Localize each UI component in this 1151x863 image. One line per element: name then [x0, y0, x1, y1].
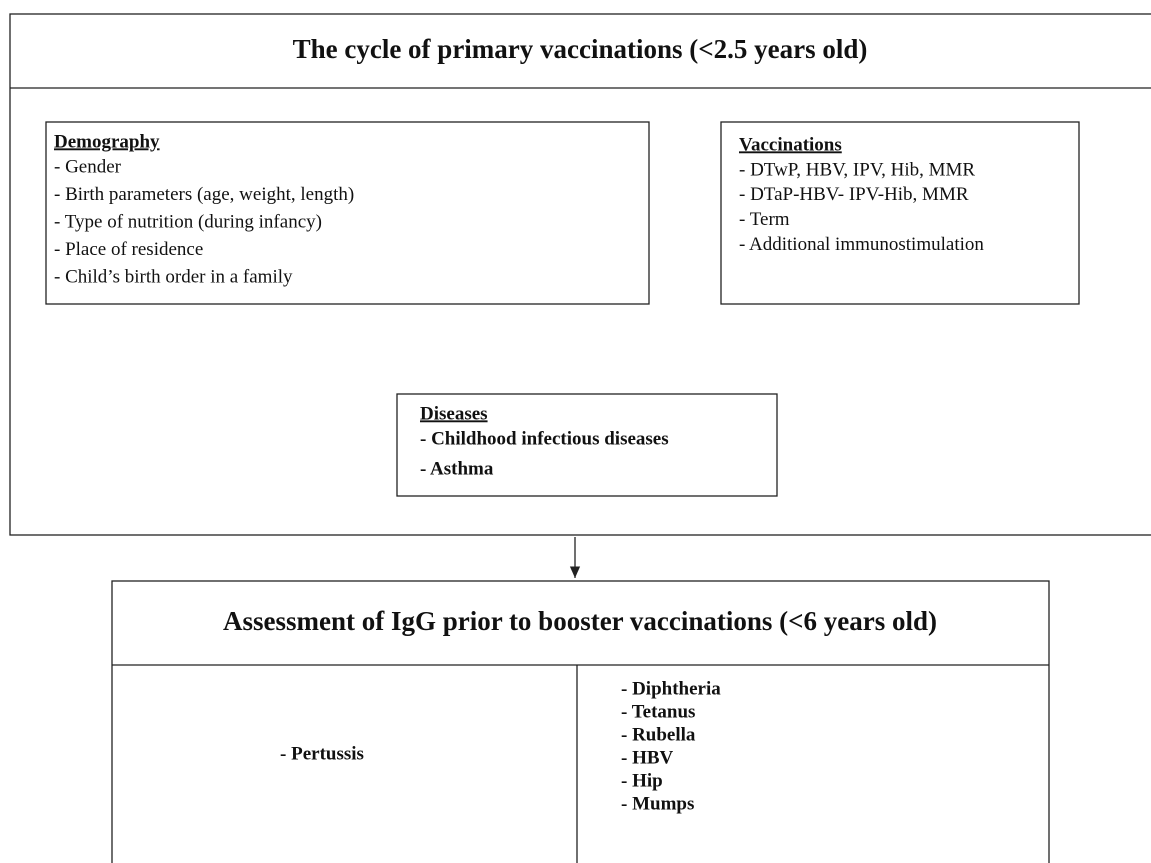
block-item: - Asthma	[420, 458, 494, 479]
assessment-title: Assessment of IgG prior to booster vacci…	[223, 606, 937, 636]
block-heading: Diseases	[420, 403, 488, 424]
block-heading: Demography	[54, 131, 160, 152]
block-item: - Term	[739, 209, 790, 230]
assessment-item: - Tetanus	[621, 701, 695, 722]
block-item: - Additional immunostimulation	[739, 234, 984, 255]
assessment-item: - Hip	[621, 770, 663, 791]
block-item: - Birth parameters (age, weight, length)	[54, 184, 354, 205]
primary-title: The cycle of primary vaccinations (<2.5 …	[293, 34, 868, 64]
block-item: - Type of nutrition (during infancy)	[54, 211, 322, 232]
block-item: - DTaP-HBV- IPV-Hib, MMR	[739, 184, 969, 205]
assessment-item: - Diphtheria	[621, 678, 721, 699]
assessment-item: - Rubella	[621, 724, 696, 745]
primary-box	[9, 13, 1151, 536]
vaccinations-box	[720, 121, 1080, 305]
block-heading: Vaccinations	[739, 134, 842, 155]
block-item: - Child’s birth order in a family	[54, 266, 293, 287]
assessment-item: - Mumps	[621, 793, 694, 814]
assessment-item: - Pertussis	[280, 743, 364, 764]
block-item: - DTwP, HBV, IPV, Hib, MMR	[739, 159, 975, 180]
block-item: - Place of residence	[54, 239, 203, 260]
block-item: - Gender	[54, 156, 122, 177]
diseases-box	[396, 393, 778, 497]
assessment-item: - HBV	[621, 747, 674, 768]
demography-box	[45, 121, 650, 305]
assessment-box	[111, 580, 1050, 863]
block-item: - Childhood infectious diseases	[420, 428, 669, 449]
